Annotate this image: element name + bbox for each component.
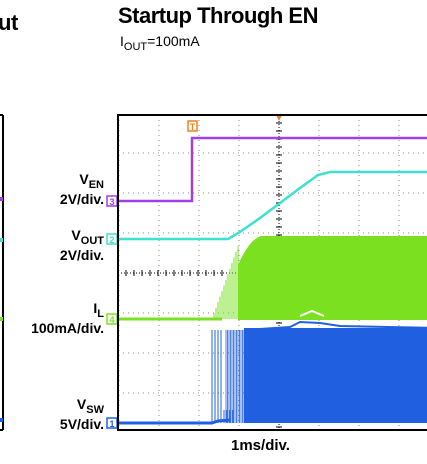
left-panel-ven-fragment (0, 197, 3, 201)
channel-marker-4-text: 4 (109, 315, 114, 325)
il-label-main: I (93, 300, 98, 316)
vout-label-sub: OUT (80, 234, 104, 247)
trigger-marker (187, 120, 198, 132)
series-vsw-upper-edge (243, 320, 427, 331)
x-axis-label: 1ms/div. (231, 437, 290, 454)
ven-label-sub: EN (88, 178, 104, 191)
vsw-label-main: V (76, 396, 87, 412)
chart-subtitle: IOUT=100mA (120, 33, 200, 53)
trigger-marker-text: T (190, 122, 196, 132)
chart-title: Startup Through EN (118, 3, 318, 28)
subtitle-main: I (120, 33, 124, 49)
vout-label-main: V (71, 227, 81, 243)
left-panel-vsw-fragment (0, 418, 3, 422)
vsw-scale: 5V/div. (59, 415, 104, 432)
left-panel-vout-fragment (0, 238, 3, 242)
series-label-vout: VOUT 2V/div. (60, 228, 104, 262)
trigger-position-marker (276, 115, 282, 121)
series-ven-line (118, 136, 427, 203)
vsw-label-sub: SW (86, 403, 104, 416)
channel-marker-1-text: 1 (109, 419, 114, 429)
ven-scale: 2V/div. (59, 190, 104, 207)
vout-scale: 2V/div. (59, 246, 104, 263)
il-label-sub: L (97, 307, 104, 320)
traces (118, 136, 427, 425)
channel-markers: 3 2 4 1 T (106, 115, 282, 429)
channel-marker-2-text: 2 (109, 235, 114, 245)
plot-frame (117, 114, 427, 431)
series-label-vsw: VSW 5V/div. (60, 397, 104, 431)
series-vout-line (118, 170, 427, 241)
left-panel-il-fragment (0, 317, 3, 321)
ven-label-main: V (79, 171, 89, 187)
left-panel-title-fragment: ut (0, 10, 18, 35)
series-vsw-baseline (118, 418, 231, 425)
series-il-band (238, 236, 427, 320)
series-il-dip (299, 309, 325, 317)
series-label-il: IL 100mA/div. (31, 301, 104, 335)
subtitle-sub: OUT (123, 40, 148, 53)
series-label-ven: VEN 2V/div. (60, 172, 104, 206)
series-vsw-band (244, 328, 427, 423)
channel-marker-3-text: 3 (109, 197, 114, 207)
il-scale: 100mA/div. (31, 319, 104, 336)
subtitle-rest: =100mA (147, 33, 200, 49)
